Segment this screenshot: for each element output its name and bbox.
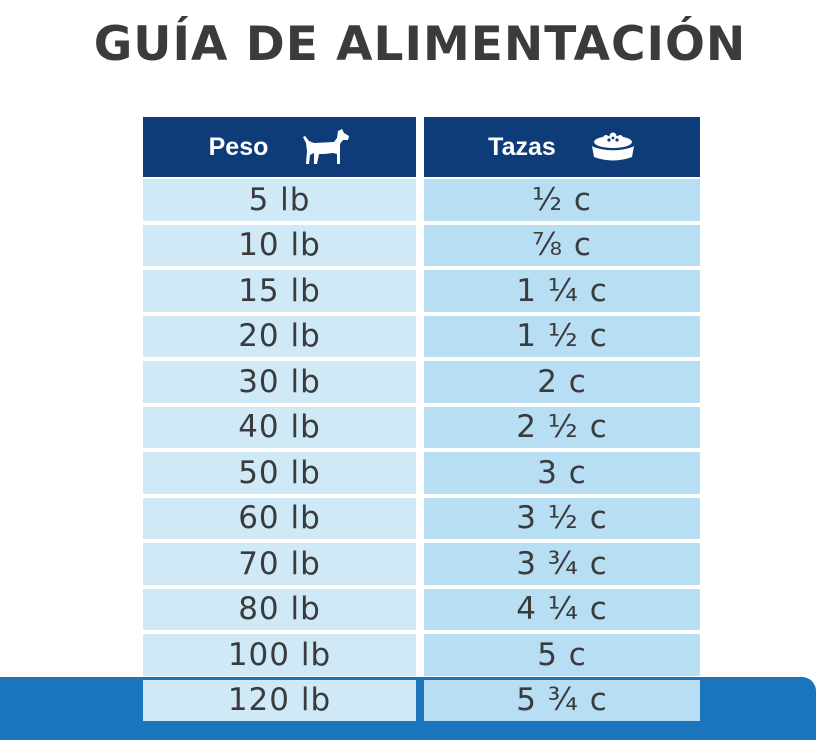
cups-cell: 3 c	[424, 452, 700, 494]
cups-cell: ⅞ c	[424, 224, 700, 266]
table-header-row: Peso Tazas	[143, 117, 700, 177]
table-row: 70 lb 3 ¾ c	[143, 543, 700, 585]
cups-cell: 1 ¼ c	[424, 270, 700, 312]
table-row: 120 lb 5 ¾ c	[143, 679, 700, 721]
weight-cell: 30 lb	[143, 361, 416, 403]
table-body: 5 lb ½ c 10 lb ⅞ c 15 lb 1 ¼ c 20 lb 1 ½…	[143, 179, 700, 721]
cups-cell: 2 ½ c	[424, 406, 700, 448]
weight-cell: 15 lb	[143, 270, 416, 312]
table-row: 50 lb 3 c	[143, 452, 700, 494]
table-row: 20 lb 1 ½ c	[143, 315, 700, 357]
cups-cell: 5 c	[424, 634, 700, 676]
table-row: 40 lb 2 ½ c	[143, 406, 700, 448]
weight-cell: 5 lb	[143, 179, 416, 221]
table-row: 10 lb ⅞ c	[143, 224, 700, 266]
food-bowl-icon	[591, 132, 634, 161]
weight-cell: 120 lb	[143, 679, 416, 721]
weight-cell: 70 lb	[143, 543, 416, 585]
weight-cell: 20 lb	[143, 315, 416, 357]
cups-cell: 3 ½ c	[424, 497, 700, 539]
header-cups: Tazas	[424, 117, 700, 177]
table-row: 30 lb 2 c	[143, 361, 700, 403]
table-row: 15 lb 1 ¼ c	[143, 270, 700, 312]
weight-cell: 50 lb	[143, 452, 416, 494]
cups-cell: ½ c	[424, 179, 700, 221]
cups-cell: 1 ½ c	[424, 315, 700, 357]
cups-cell: 5 ¾ c	[424, 679, 700, 721]
header-cups-label: Tazas	[488, 132, 556, 161]
cups-cell: 3 ¾ c	[424, 543, 700, 585]
cups-cell: 2 c	[424, 361, 700, 403]
table-row: 60 lb 3 ½ c	[143, 497, 700, 539]
weight-cell: 60 lb	[143, 497, 416, 539]
feeding-table: Peso Tazas 5 lb ½ c 1	[143, 117, 700, 725]
header-weight-label: Peso	[208, 132, 269, 161]
weight-cell: 10 lb	[143, 224, 416, 266]
weight-cell: 100 lb	[143, 634, 416, 676]
header-weight: Peso	[143, 117, 416, 177]
table-row: 5 lb ½ c	[143, 179, 700, 221]
page-title: GUÍA DE ALIMENTACIÓN	[93, 17, 747, 72]
table-row: 100 lb 5 c	[143, 634, 700, 676]
dog-icon	[303, 129, 350, 164]
table-row: 80 lb 4 ¼ c	[143, 588, 700, 630]
weight-cell: 40 lb	[143, 406, 416, 448]
weight-cell: 80 lb	[143, 588, 416, 630]
cups-cell: 4 ¼ c	[424, 588, 700, 630]
